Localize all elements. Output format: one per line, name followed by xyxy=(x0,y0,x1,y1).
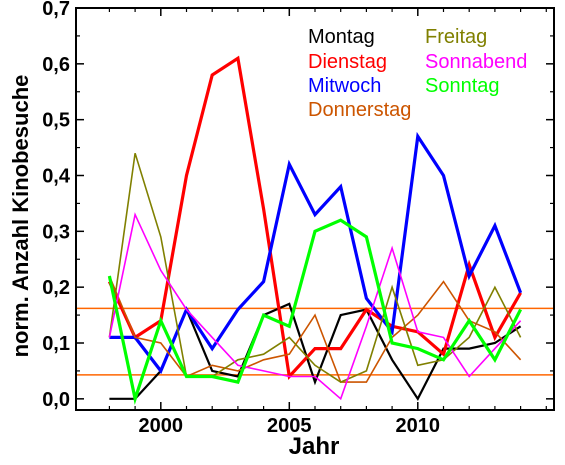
legend-item-sonnabend: Sonnabend xyxy=(425,51,527,73)
y-tick-label: 0,5 xyxy=(42,110,70,132)
y-tick-label: 0,3 xyxy=(42,221,70,243)
series-line-dienstag xyxy=(107,55,522,381)
series-line-donnerstag xyxy=(108,275,522,383)
legend-item-freitag: Freitag xyxy=(425,26,487,48)
x-tick-label: 2005 xyxy=(267,415,312,437)
y-tick-label: 0,7 xyxy=(42,0,70,20)
legend-item-donnerstag: Donnerstag xyxy=(308,99,411,121)
y-tick-label: 0,4 xyxy=(42,166,71,188)
legend-item-montag: Montag xyxy=(308,26,375,48)
series-line-sonnabend xyxy=(108,212,522,401)
series-lines xyxy=(107,55,523,405)
y-axis-label: norm. Anzahl Kinobesuche xyxy=(8,75,33,358)
y-tick-label: 0,6 xyxy=(42,54,70,76)
legend-item-dienstag: Dienstag xyxy=(308,51,387,73)
series-line-freitag xyxy=(108,152,522,384)
y-tick-label: 0,2 xyxy=(42,277,70,299)
y-tick-label: 0,1 xyxy=(42,333,70,355)
series-line-sonntag xyxy=(107,218,523,405)
y-tick-label: 0,0 xyxy=(42,389,70,411)
y-axis-ticks: 0,0 0,1 0,2 0,3 0,4 0,5 0,6 0,7 xyxy=(42,0,554,411)
series-line-montag xyxy=(109,302,522,401)
x-tick-label: 2010 xyxy=(396,415,441,437)
x-axis-ticks: 2000 2005 2010 xyxy=(108,8,547,437)
legend-item-mitwoch: Mitwoch xyxy=(308,75,381,97)
legend-item-sonntag: Sonntag xyxy=(425,75,500,97)
x-tick-label: 2000 xyxy=(139,415,184,437)
x-axis-label: Jahr xyxy=(289,433,340,460)
reference-lines xyxy=(76,307,554,376)
